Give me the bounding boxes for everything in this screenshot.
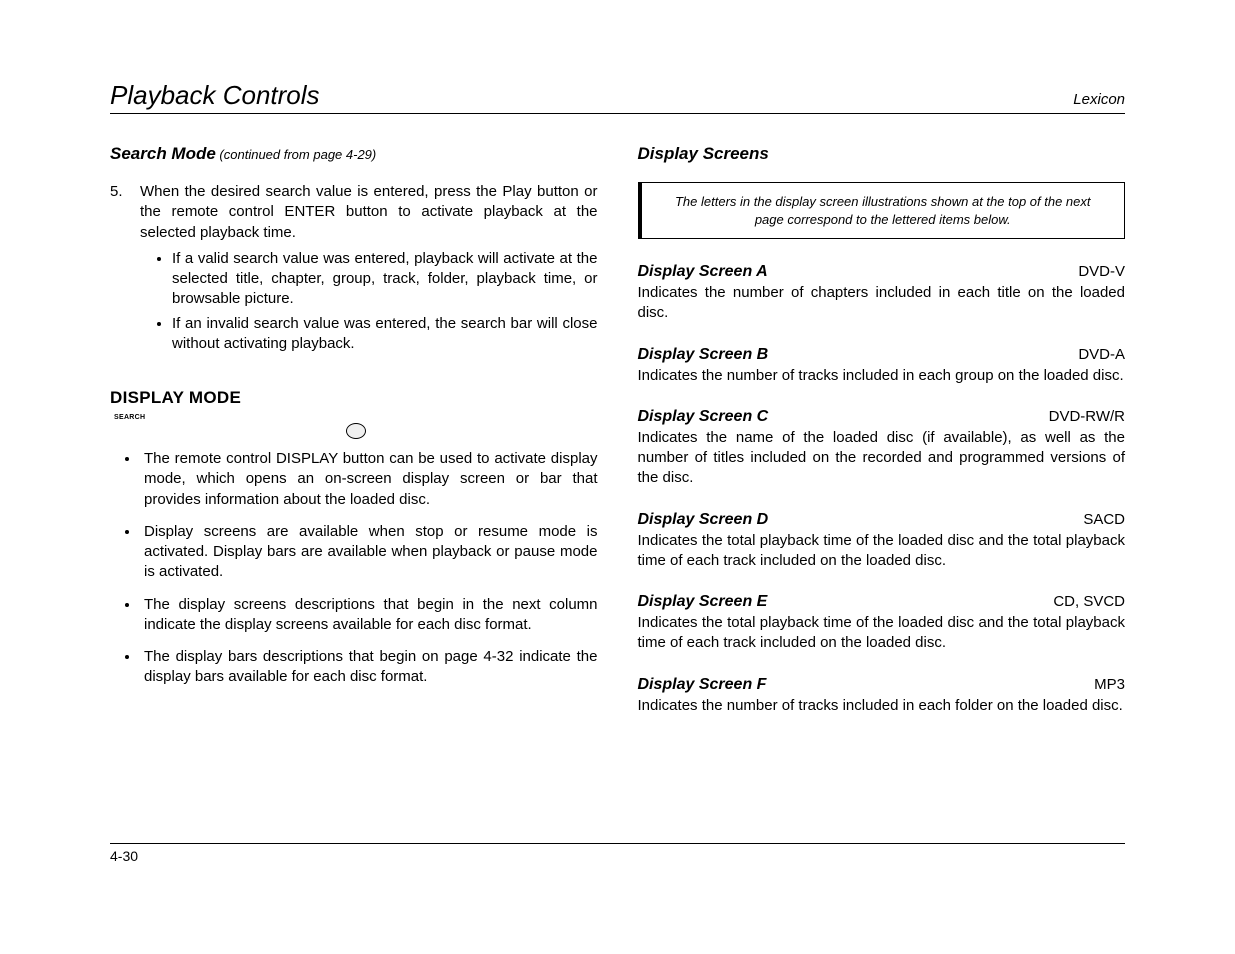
display-mode-list: The remote control DISPLAY button can be…	[110, 449, 598, 688]
note-box: The letters in the display screen illust…	[638, 182, 1126, 239]
button-label: SEARCH	[114, 414, 144, 421]
screen-desc: Indicates the number of tracks included …	[638, 366, 1126, 386]
screen-format: SACD	[1083, 511, 1125, 528]
screen-name: Display Screen D	[638, 511, 769, 529]
screen-head: Display Screen F MP3	[638, 676, 1126, 694]
page-header: Playback Controls Lexicon	[110, 80, 1125, 114]
step-5: 5. When the desired search value is ente…	[110, 182, 598, 358]
list-item: Display screens are available when stop …	[140, 522, 598, 583]
search-mode-title: Search Mode	[110, 144, 216, 163]
screen-desc: Indicates the number of chapters include…	[638, 283, 1126, 324]
page: Playback Controls Lexicon Search Mode (c…	[0, 0, 1235, 954]
screen-name: Display Screen E	[638, 593, 768, 611]
screen-a: Display Screen A DVD-V Indicates the num…	[638, 263, 1126, 324]
screen-format: DVD-A	[1078, 346, 1125, 363]
screen-desc: Indicates the total playback time of the…	[638, 613, 1126, 654]
list-item: The remote control DISPLAY button can be…	[140, 449, 598, 510]
left-column: Search Mode (continued from page 4-29) 5…	[110, 144, 598, 738]
page-title: Playback Controls	[110, 80, 320, 111]
display-mode-heading: DISPLAY MODE	[110, 388, 598, 408]
screen-name: Display Screen F	[638, 676, 767, 694]
screen-e: Display Screen E CD, SVCD Indicates the …	[638, 593, 1126, 654]
screen-name: Display Screen B	[638, 346, 769, 364]
continued-note: (continued from page 4-29)	[216, 147, 376, 162]
screen-head: Display Screen C DVD-RW/R	[638, 408, 1126, 426]
page-number: 4-30	[110, 848, 138, 864]
step-body: When the desired search value is entered…	[140, 182, 598, 358]
content-columns: Search Mode (continued from page 4-29) 5…	[110, 144, 1125, 738]
step-number: 5.	[110, 182, 140, 358]
screen-name: Display Screen C	[638, 408, 769, 426]
search-mode-heading: Search Mode (continued from page 4-29)	[110, 144, 598, 164]
screen-format: DVD-RW/R	[1049, 408, 1125, 425]
screen-format: DVD-V	[1078, 263, 1125, 280]
screen-desc: Indicates the number of tracks included …	[638, 696, 1126, 716]
screen-desc: Indicates the name of the loaded disc (i…	[638, 428, 1126, 489]
display-screens-heading: Display Screens	[638, 144, 1126, 164]
screen-d: Display Screen D SACD Indicates the tota…	[638, 511, 1126, 572]
screen-b: Display Screen B DVD-A Indicates the num…	[638, 346, 1126, 386]
brand-name: Lexicon	[1073, 91, 1125, 108]
screen-name: Display Screen A	[638, 263, 768, 281]
step-sub-item: If an invalid search value was entered, …	[172, 314, 598, 355]
screen-format: MP3	[1094, 676, 1125, 693]
right-column: Display Screens The letters in the displ…	[638, 144, 1126, 738]
display-screens-title: Display Screens	[638, 144, 769, 163]
screen-format: CD, SVCD	[1053, 593, 1125, 610]
button-shape-icon	[346, 423, 366, 439]
search-button-icon: SEARCH	[114, 414, 598, 439]
step-text: When the desired search value is entered…	[140, 183, 598, 241]
step-sub-item: If a valid search value was entered, pla…	[172, 249, 598, 310]
screen-f: Display Screen F MP3 Indicates the numbe…	[638, 676, 1126, 716]
screen-head: Display Screen A DVD-V	[638, 263, 1126, 281]
screen-head: Display Screen B DVD-A	[638, 346, 1126, 364]
page-footer: 4-30	[110, 843, 1125, 864]
list-item: The display screens descriptions that be…	[140, 595, 598, 636]
list-item: The display bars descriptions that begin…	[140, 647, 598, 688]
screen-head: Display Screen E CD, SVCD	[638, 593, 1126, 611]
screen-c: Display Screen C DVD-RW/R Indicates the …	[638, 408, 1126, 489]
screen-head: Display Screen D SACD	[638, 511, 1126, 529]
screen-desc: Indicates the total playback time of the…	[638, 531, 1126, 572]
step-sublist: If a valid search value was entered, pla…	[140, 249, 598, 354]
